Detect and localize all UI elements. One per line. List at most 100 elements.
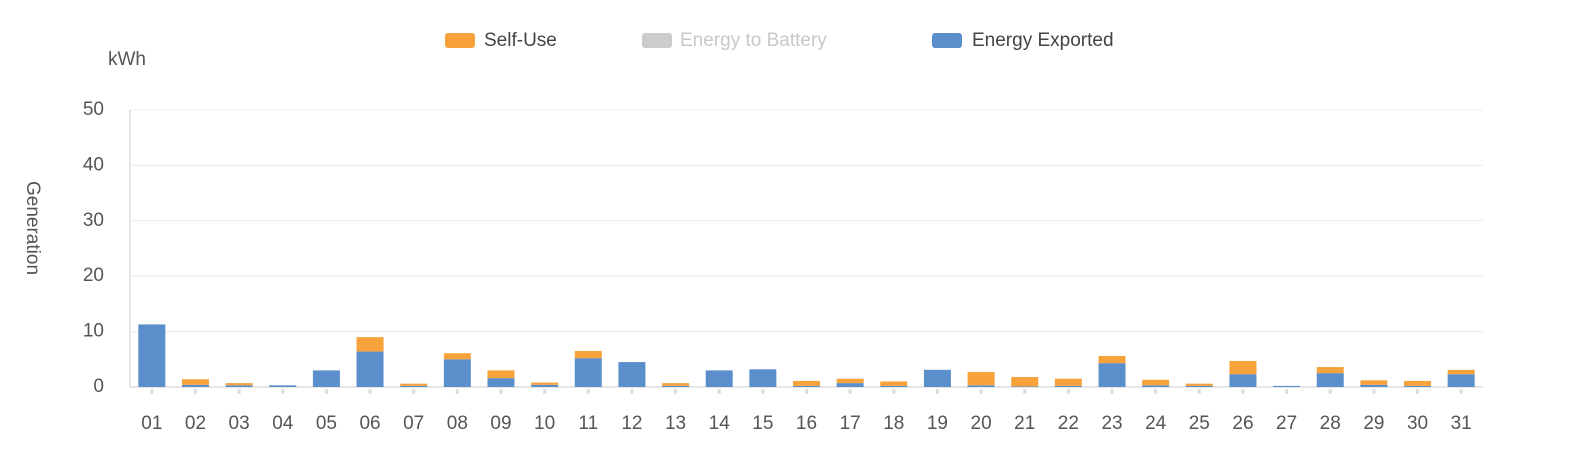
y-tick-label: 50 xyxy=(83,99,104,120)
bar-segment xyxy=(531,384,559,387)
bar-segment xyxy=(705,370,733,387)
bar-segment xyxy=(1185,383,1213,386)
bar-segment xyxy=(1011,386,1039,387)
bar-segment xyxy=(225,383,253,386)
bar-segment xyxy=(836,378,864,384)
y-tick-label: 30 xyxy=(83,210,104,231)
legend-label[interactable]: Energy Exported xyxy=(972,30,1114,51)
x-tick-label: 07 xyxy=(403,413,424,434)
bar-segment xyxy=(1447,369,1475,375)
bar-segment xyxy=(1054,378,1082,386)
x-tick-label: 28 xyxy=(1320,413,1341,434)
legend-swatch[interactable] xyxy=(445,33,475,48)
bar-segment xyxy=(923,369,951,387)
bar-segment xyxy=(400,383,428,386)
bar-segment xyxy=(356,351,384,387)
bar-segment xyxy=(138,324,166,387)
x-tick-label: 11 xyxy=(578,413,598,434)
bar-segment xyxy=(181,379,209,385)
bar-segment xyxy=(1229,374,1257,387)
bar-segment xyxy=(749,369,777,387)
x-tick-label: 30 xyxy=(1407,413,1428,434)
bar-segment xyxy=(487,370,515,379)
bar-segment xyxy=(1404,385,1432,387)
bar-segment xyxy=(1273,385,1301,387)
x-tick-label: 27 xyxy=(1276,413,1297,434)
bar-segment xyxy=(1360,380,1388,385)
bar-segment xyxy=(269,385,297,387)
x-tick-label: 08 xyxy=(447,413,468,434)
bar-segment xyxy=(836,383,864,387)
bar-segment xyxy=(1011,377,1039,387)
x-tick-label: 05 xyxy=(316,413,337,434)
x-tick-label: 03 xyxy=(229,413,250,434)
x-tick-label: 04 xyxy=(272,413,294,434)
bar-segment xyxy=(443,359,471,387)
x-tick-label: 20 xyxy=(971,413,992,434)
y-unit: kWh xyxy=(108,49,146,70)
x-tick-label: 21 xyxy=(1014,413,1035,434)
legend-label[interactable]: Energy to Battery xyxy=(680,30,827,51)
bar-segment xyxy=(443,353,471,360)
bar-segment xyxy=(1404,380,1432,386)
bar-segment xyxy=(1229,360,1257,375)
x-tick-label: 02 xyxy=(185,413,206,434)
x-tick-label: 10 xyxy=(534,413,555,434)
y-tick-label: 20 xyxy=(83,265,104,286)
x-tick-label: 25 xyxy=(1189,413,1210,434)
y-tick-label: 10 xyxy=(83,321,104,342)
x-tick-label: 01 xyxy=(141,413,162,434)
bar-segment xyxy=(574,350,602,359)
bar-segment xyxy=(1447,374,1475,387)
y-axis-label: Generation xyxy=(22,181,43,275)
x-tick-label: 15 xyxy=(752,413,773,434)
bar-segment xyxy=(1360,384,1388,387)
bar-segment xyxy=(574,358,602,387)
legend-swatch[interactable] xyxy=(642,33,672,48)
x-tick-label: 24 xyxy=(1145,413,1167,434)
bar-segment xyxy=(662,385,690,387)
bar-segment xyxy=(487,378,515,387)
bar-segment xyxy=(181,384,209,387)
x-tick-label: 22 xyxy=(1058,413,1079,434)
bar-segment xyxy=(1098,355,1126,364)
bar-segment xyxy=(1316,373,1344,387)
bar-segment xyxy=(793,380,820,386)
x-tick-label: 18 xyxy=(883,413,904,434)
x-tick-label: 14 xyxy=(709,413,731,434)
x-tick-label: 19 xyxy=(927,413,948,434)
x-tick-label: 09 xyxy=(490,413,511,434)
bar-segment xyxy=(356,337,384,352)
bar-segment xyxy=(618,362,646,387)
bar-segment xyxy=(400,385,428,387)
y-tick-label: 0 xyxy=(93,376,104,397)
legend-label[interactable]: Self-Use xyxy=(484,30,557,51)
bar-segment xyxy=(880,381,908,386)
bar-segment xyxy=(1142,385,1170,387)
x-tick-label: 06 xyxy=(359,413,380,434)
bar-segment xyxy=(531,382,559,385)
legend-swatch[interactable] xyxy=(932,33,962,48)
bar-segment xyxy=(225,385,253,387)
y-tick-label: 40 xyxy=(83,154,104,175)
bar-segment xyxy=(793,385,820,387)
bar-segment xyxy=(967,372,995,386)
bar-segment xyxy=(967,385,995,387)
x-tick-label: 31 xyxy=(1451,413,1472,434)
bar-segment xyxy=(312,370,340,387)
bar-segment xyxy=(1054,385,1082,387)
bar-segment xyxy=(1316,367,1344,374)
x-tick-label: 12 xyxy=(621,413,642,434)
x-tick-label: 13 xyxy=(665,413,686,434)
x-tick-label: 23 xyxy=(1101,413,1122,434)
x-tick-label: 29 xyxy=(1363,413,1384,434)
x-tick-label: 17 xyxy=(840,413,861,434)
bar-segment xyxy=(1098,363,1126,387)
bar-segment xyxy=(662,383,690,386)
bar-segment xyxy=(1142,379,1170,386)
bar-segment xyxy=(880,385,908,387)
x-tick-label: 16 xyxy=(796,413,817,434)
x-tick-label: 26 xyxy=(1232,413,1253,434)
bar-segment xyxy=(1185,385,1213,387)
